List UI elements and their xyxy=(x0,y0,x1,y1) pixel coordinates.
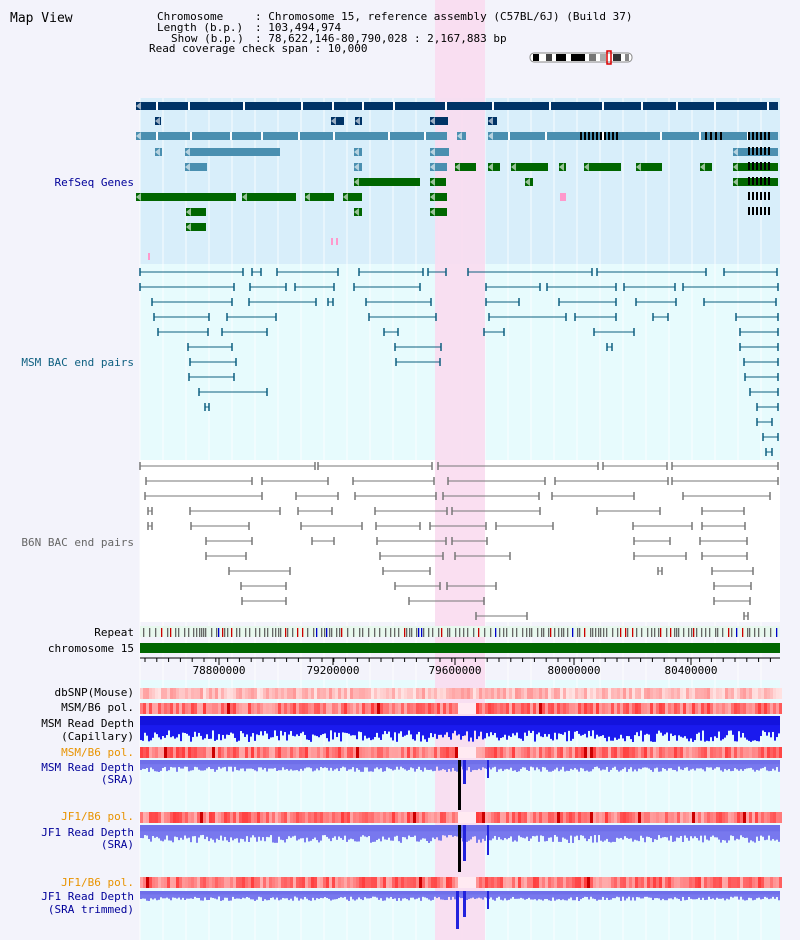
gene-feature[interactable] xyxy=(136,193,236,201)
gene-feature[interactable] xyxy=(700,163,712,171)
gene-feature[interactable] xyxy=(430,193,447,201)
variation-tracks[interactable] xyxy=(140,688,782,929)
track-label-repeat[interactable]: Repeat xyxy=(94,626,134,639)
track-label-msm-depth-sra-1[interactable]: MSM Read Depth xyxy=(41,761,134,774)
gene-feature[interactable] xyxy=(733,148,778,156)
gene-feature[interactable] xyxy=(136,102,778,110)
axis-tick-label-3: 79600000 xyxy=(429,664,482,677)
track-label-chromosome[interactable]: chromosome 15 xyxy=(48,642,134,655)
track-label-jf1-depth-trim-2: (SRA trimmed) xyxy=(48,903,134,916)
gene-feature[interactable] xyxy=(185,163,207,171)
msm-depth-capillary-histogram xyxy=(140,716,780,742)
track-label-jf1-depth-sra-1[interactable]: JF1 Read Depth xyxy=(41,826,134,839)
ideogram-position-marker[interactable] xyxy=(606,50,612,65)
gene-feature-pink[interactable] xyxy=(560,193,566,201)
gene-feature[interactable] xyxy=(430,208,447,216)
jf1-b6-pol-heatmap-1 xyxy=(140,812,782,823)
length-value: : 103,494,974 xyxy=(255,21,341,34)
view-title: Map View xyxy=(10,11,73,26)
msm-b6-pol-heatmap-2 xyxy=(140,747,782,758)
gene-feature[interactable] xyxy=(430,117,448,125)
gene-feature[interactable] xyxy=(186,208,206,216)
show-key: Show (b.p.) xyxy=(171,32,244,45)
axis-tick-label-1: 78800000 xyxy=(193,664,246,677)
gene-feature[interactable] xyxy=(185,148,280,156)
track-label-jf1-b6-pol-2[interactable]: JF1/B6 pol. xyxy=(61,876,134,889)
coverage-span-line: Read coverage check span : 10,000 xyxy=(149,42,368,55)
gene-feature[interactable] xyxy=(733,163,778,171)
gene-feature[interactable] xyxy=(455,163,476,171)
track-label-jf1-depth-sra-2: (SRA) xyxy=(101,838,134,851)
chromosome-bar-track[interactable] xyxy=(140,643,780,653)
msm-bac-track[interactable] xyxy=(139,268,779,456)
track-label-msm-b6-pol-1[interactable]: MSM/B6 pol. xyxy=(61,701,134,714)
gene-feature[interactable] xyxy=(636,163,662,171)
gene-feature[interactable] xyxy=(430,148,449,156)
jf1-depth-trimmed-histogram xyxy=(140,891,780,929)
chromosome-ideogram[interactable] xyxy=(529,50,633,65)
gene-feature[interactable] xyxy=(305,193,334,201)
track-label-b6n-bac[interactable]: B6N BAC end pairs xyxy=(21,536,134,549)
gridlines xyxy=(139,98,762,940)
gene-feature[interactable] xyxy=(331,117,344,125)
track-label-jf1-b6-pol-1[interactable]: JF1/B6 pol. xyxy=(61,810,134,823)
dbsnp-heatmap xyxy=(140,688,782,699)
track-label-refseq-genes[interactable]: RefSeq Genes xyxy=(55,176,134,189)
track-label-msm-depth-cap-1[interactable]: MSM Read Depth xyxy=(41,717,134,730)
jf1-depth-sra-histogram xyxy=(140,825,780,872)
track-label-msm-depth-sra-2: (SRA) xyxy=(101,773,134,786)
chromosome-key: Chromosome xyxy=(157,10,223,23)
track-label-jf1-depth-trim-1[interactable]: JF1 Read Depth xyxy=(41,890,134,903)
refseq-genes-track[interactable] xyxy=(136,102,778,260)
msm-b6-pol-heatmap-1 xyxy=(140,703,782,714)
axis-tick-label-4: 80000000 xyxy=(548,664,601,677)
show-value: : 78,622,146-80,790,028 : 2,167,883 bp xyxy=(255,32,507,45)
position-axis: 78800000 79200000 79600000 80000000 8040… xyxy=(140,657,780,677)
track-label-dbsnp[interactable]: dbSNP(Mouse) xyxy=(55,686,134,699)
length-key: Length (b.p.) xyxy=(157,21,243,34)
track-label-msm-depth-cap-2: (Capillary) xyxy=(61,730,134,743)
gene-feature[interactable] xyxy=(430,163,447,171)
gene-feature[interactable] xyxy=(733,178,778,186)
gene-feature[interactable] xyxy=(488,163,500,171)
gene-feature[interactable] xyxy=(584,163,621,171)
gene-feature[interactable] xyxy=(186,223,206,231)
gene-feature[interactable] xyxy=(343,193,362,201)
track-label-msm-b6-pol-2[interactable]: MSM/B6 pol. xyxy=(61,746,134,759)
jf1-b6-pol-heatmap-2 xyxy=(140,877,782,888)
axis-tick-label-2: 79200000 xyxy=(307,664,360,677)
chromosome-bar[interactable] xyxy=(140,643,780,653)
gene-feature[interactable] xyxy=(430,178,446,186)
gene-feature[interactable] xyxy=(242,193,296,201)
repeat-track[interactable] xyxy=(140,626,780,637)
chromosome-value: : Chromosome 15, reference assembly (C57… xyxy=(255,10,633,23)
b6n-bac-track[interactable] xyxy=(139,462,779,620)
gene-feature[interactable] xyxy=(511,163,548,171)
msm-depth-sra-histogram xyxy=(140,760,780,810)
gene-feature[interactable] xyxy=(354,178,420,186)
axis-tick-label-5: 80400000 xyxy=(665,664,718,677)
gene-feature[interactable] xyxy=(488,132,778,140)
gene-feature[interactable] xyxy=(136,132,447,140)
track-label-msm-bac[interactable]: MSM BAC end pairs xyxy=(21,356,134,369)
